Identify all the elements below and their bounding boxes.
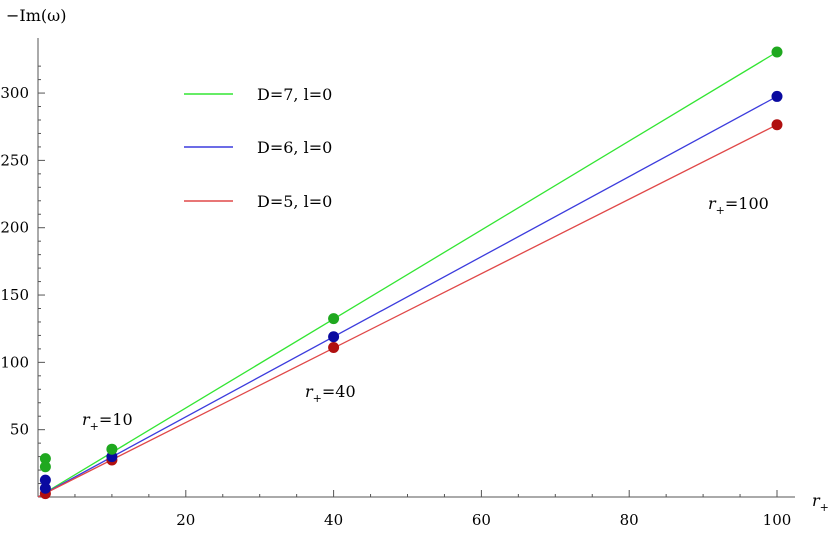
data-point <box>328 331 340 343</box>
data-point <box>771 119 783 131</box>
fit-line <box>37 124 778 498</box>
y-tick-label: 250 <box>0 151 29 169</box>
annotation-label: r+=100 <box>708 194 769 217</box>
y-tick-label: 100 <box>0 353 29 371</box>
y-tick-label: 200 <box>0 219 29 237</box>
data-point <box>39 474 51 486</box>
y-tick-label: 300 <box>0 84 29 102</box>
x-tick-label: 80 <box>620 511 639 529</box>
x-axis-label: r+ <box>812 491 829 514</box>
legend-label: D=7, l=0 <box>257 85 332 104</box>
annotation-label: r+=10 <box>82 410 133 433</box>
data-point <box>39 453 51 465</box>
axes-group: 20 40 60 80 100 50 100 150 200 250 300 <box>0 38 795 529</box>
y-tick-label: 150 <box>0 286 29 304</box>
fit-lines-group <box>37 51 778 498</box>
x-tick-label: 40 <box>324 511 343 529</box>
fit-line <box>37 51 778 498</box>
annotation-label: r+=40 <box>305 382 356 405</box>
legend: D=7, l=0 D=6, l=0 D=5, l=0 <box>184 85 332 211</box>
data-point <box>328 342 340 354</box>
data-point <box>328 313 340 325</box>
data-point <box>106 443 118 455</box>
y-axis-label: −Im(ω) <box>6 6 66 25</box>
legend-label: D=5, l=0 <box>257 192 332 211</box>
y-tick-label: 50 <box>10 421 29 439</box>
x-tick-label: 20 <box>176 511 195 529</box>
x-tick-label: 100 <box>763 511 792 529</box>
data-point <box>771 46 783 58</box>
legend-label: D=6, l=0 <box>257 138 332 157</box>
data-point <box>771 90 783 102</box>
data-point <box>39 461 51 473</box>
x-tick-label: 60 <box>472 511 491 529</box>
data-point <box>39 482 51 494</box>
annotations-group: r+=10 r+=40 r+=100 <box>82 194 769 433</box>
fit-line <box>37 95 778 498</box>
data-points-group <box>39 46 783 500</box>
